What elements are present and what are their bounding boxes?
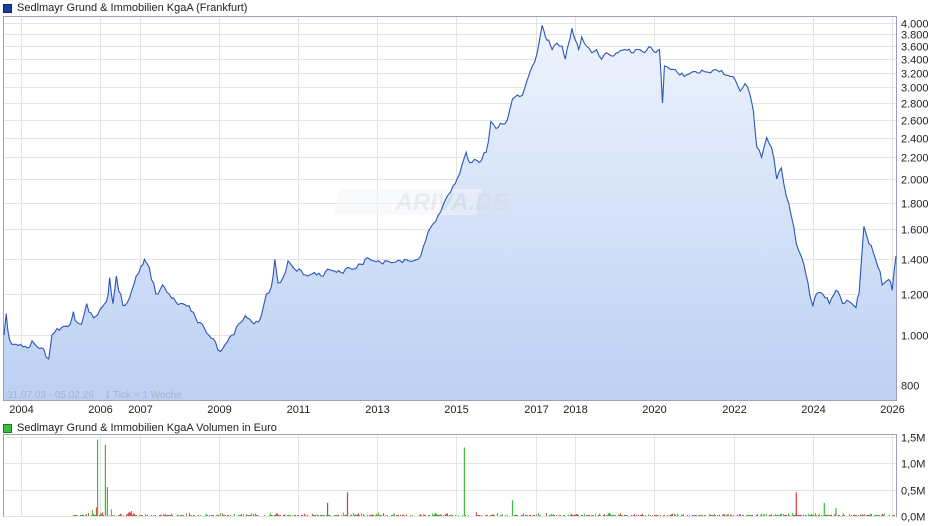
price-x-tick-label: 2013 xyxy=(365,404,389,416)
price-chart-title: Sedlmayr Grund & Immobilien KgaA (Frankf… xyxy=(17,2,248,14)
volume-y-tick-label: 0,0M xyxy=(901,512,925,524)
price-y-tick-label: 1.200 xyxy=(901,290,929,302)
price-y-tick-label: 1.400 xyxy=(901,255,929,267)
price-legend-swatch xyxy=(3,3,12,13)
volume-gridlines xyxy=(4,435,896,517)
price-x-tick-label: 2004 xyxy=(9,404,33,416)
price-y-axis: 800 1.000 1.200 1.400 1.600 1.800 2.000 2.200 2.… xyxy=(901,19,929,393)
price-x-tick-label: 2007 xyxy=(128,404,152,416)
volume-y-axis: 0,0M 0,5M 1,0M 1,5M xyxy=(901,434,925,524)
volume-bars xyxy=(72,439,895,516)
price-y-tick-label: 2.400 xyxy=(901,134,929,146)
price-y-tick-label: 2.800 xyxy=(901,99,929,111)
watermark-text: ARIVA.DE xyxy=(395,189,510,216)
volume-chart-title: Sedlmayr Grund & Immobilien KgaA Volumen… xyxy=(17,422,277,434)
volume-legend-swatch xyxy=(3,423,12,433)
price-y-tick-label: 1.000 xyxy=(901,331,929,343)
volume-y-tick-label: 1,0M xyxy=(901,459,925,471)
watermark: ARIVA.DE xyxy=(334,189,509,216)
volume-legend: Sedlmayr Grund & Immobilien KgaA Volumen… xyxy=(3,421,277,435)
price-y-tick-label: 2.200 xyxy=(901,153,929,165)
price-y-tick-label: 2.600 xyxy=(901,116,929,128)
price-y-tick-label: 3.600 xyxy=(901,42,929,54)
price-y-tick-label: 3.000 xyxy=(901,83,929,95)
price-y-tick-label: 2.000 xyxy=(901,175,929,187)
price-x-tick-label: 2015 xyxy=(444,404,468,416)
price-y-tick-label: 4.000 xyxy=(901,19,929,31)
price-y-tick-label: 3.400 xyxy=(901,55,929,67)
price-x-tick-label: 2011 xyxy=(287,404,311,416)
date-range-info: 31.07.03 - 05.02.26 1 Tick = 1 Woche xyxy=(7,390,182,401)
price-x-axis: 2004 2006 2007 2009 2011 2013 2015 2017 2018 2020… xyxy=(9,404,904,416)
volume-plot-frame xyxy=(3,434,897,517)
price-x-tick-label: 2006 xyxy=(88,404,112,416)
price-y-tick-label: 800 xyxy=(901,381,919,393)
price-x-tick-label: 2017 xyxy=(524,404,548,416)
price-chart: ARIVA.DE 800 1.000 1.200 1.400 1.600 1.800 2.0… xyxy=(3,16,929,416)
volume-y-tick-label: 1,5M xyxy=(901,434,925,445)
price-x-tick-label: 2009 xyxy=(207,404,231,416)
price-x-tick-label: 2024 xyxy=(801,404,825,416)
price-legend: Sedlmayr Grund & Immobilien KgaA (Frankf… xyxy=(3,1,247,15)
price-line xyxy=(3,25,897,360)
volume-chart: 0,0M 0,5M 1,0M 1,5M xyxy=(3,434,925,524)
price-x-tick-label: 2022 xyxy=(722,404,746,416)
price-y-tick-label: 3.800 xyxy=(901,30,929,42)
volume-y-tick-label: 0,5M xyxy=(901,486,925,498)
price-x-tick-label: 2018 xyxy=(563,404,587,416)
price-y-tick-label: 1.600 xyxy=(901,225,929,237)
price-x-tick-label: 2020 xyxy=(642,404,666,416)
price-y-tick-label: 1.800 xyxy=(901,199,929,211)
price-y-tick-label: 3.200 xyxy=(901,69,929,81)
price-x-tick-label: 2026 xyxy=(880,404,904,416)
